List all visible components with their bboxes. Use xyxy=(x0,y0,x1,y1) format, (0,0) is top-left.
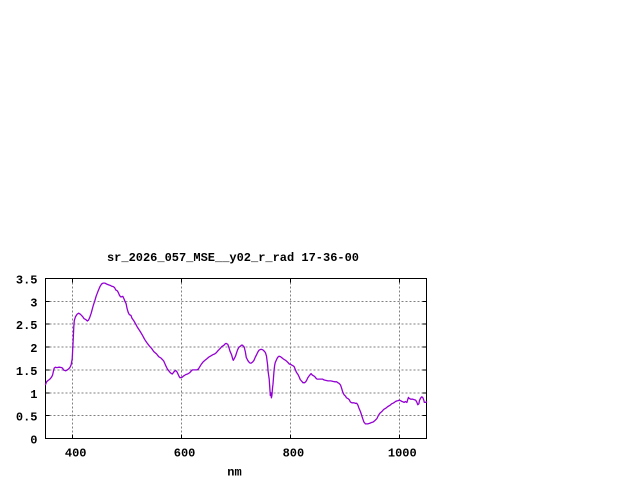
svg-text:2.5: 2.5 xyxy=(16,319,38,333)
svg-text:3.5: 3.5 xyxy=(16,274,38,288)
svg-text:3: 3 xyxy=(30,296,37,310)
svg-text:600: 600 xyxy=(174,447,196,461)
svg-text:1.5: 1.5 xyxy=(16,365,38,379)
svg-text:0.5: 0.5 xyxy=(16,411,38,425)
svg-text:sr_2026_057_MSE__y02_r_rad 17-: sr_2026_057_MSE__y02_r_rad 17-36-00 xyxy=(107,251,359,265)
svg-text:1000: 1000 xyxy=(388,447,417,461)
svg-text:400: 400 xyxy=(65,447,87,461)
svg-text:1: 1 xyxy=(30,388,37,402)
svg-text:800: 800 xyxy=(283,447,305,461)
svg-text:2: 2 xyxy=(30,342,37,356)
svg-text:0: 0 xyxy=(30,434,37,448)
svg-text:nm: nm xyxy=(227,466,241,480)
